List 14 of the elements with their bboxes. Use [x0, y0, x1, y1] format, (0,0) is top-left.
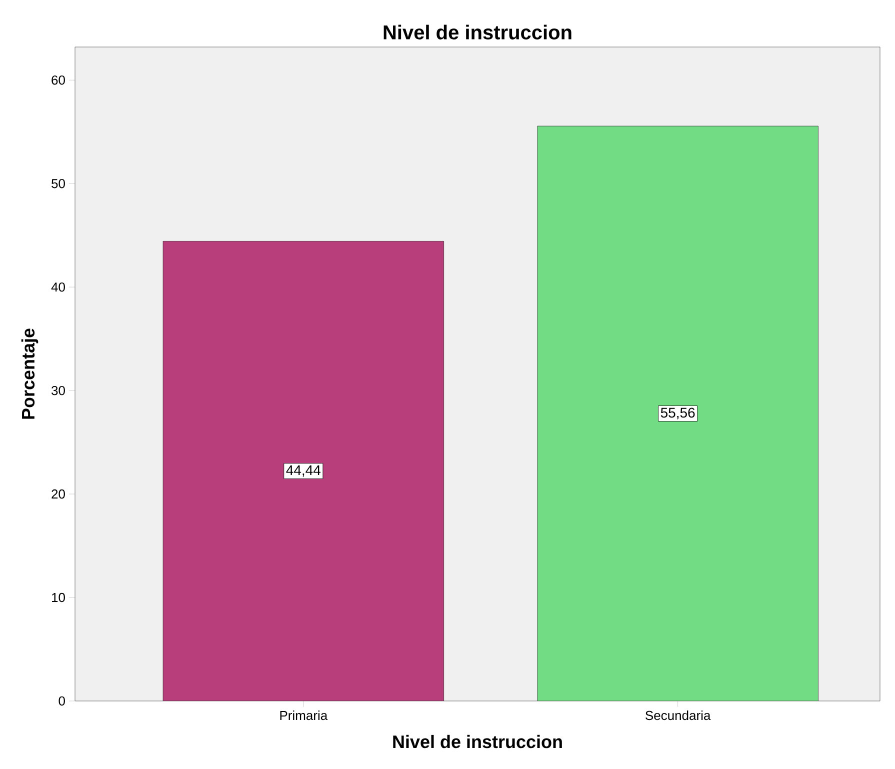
y-tick-label: 0: [58, 696, 65, 706]
y-tick-label: 50: [52, 178, 65, 188]
y-tick-label: 20: [52, 489, 65, 499]
y-tick-label: 30: [52, 386, 65, 396]
data-label: 44,44: [286, 465, 320, 477]
x-axis-title: Nivel de instruccion: [393, 734, 562, 748]
y-tick-label: 40: [51, 282, 65, 292]
chart-title: Nivel de instruccion: [384, 24, 572, 40]
y-tick-label: 10: [52, 592, 65, 602]
data-label: 55,56: [660, 408, 695, 420]
x-tick-label: Primaria: [280, 710, 328, 720]
y-tick-label: 60: [52, 76, 65, 85]
x-tick-label: Secundaria: [646, 710, 711, 720]
y-axis-title: Porcentaje: [21, 328, 38, 419]
